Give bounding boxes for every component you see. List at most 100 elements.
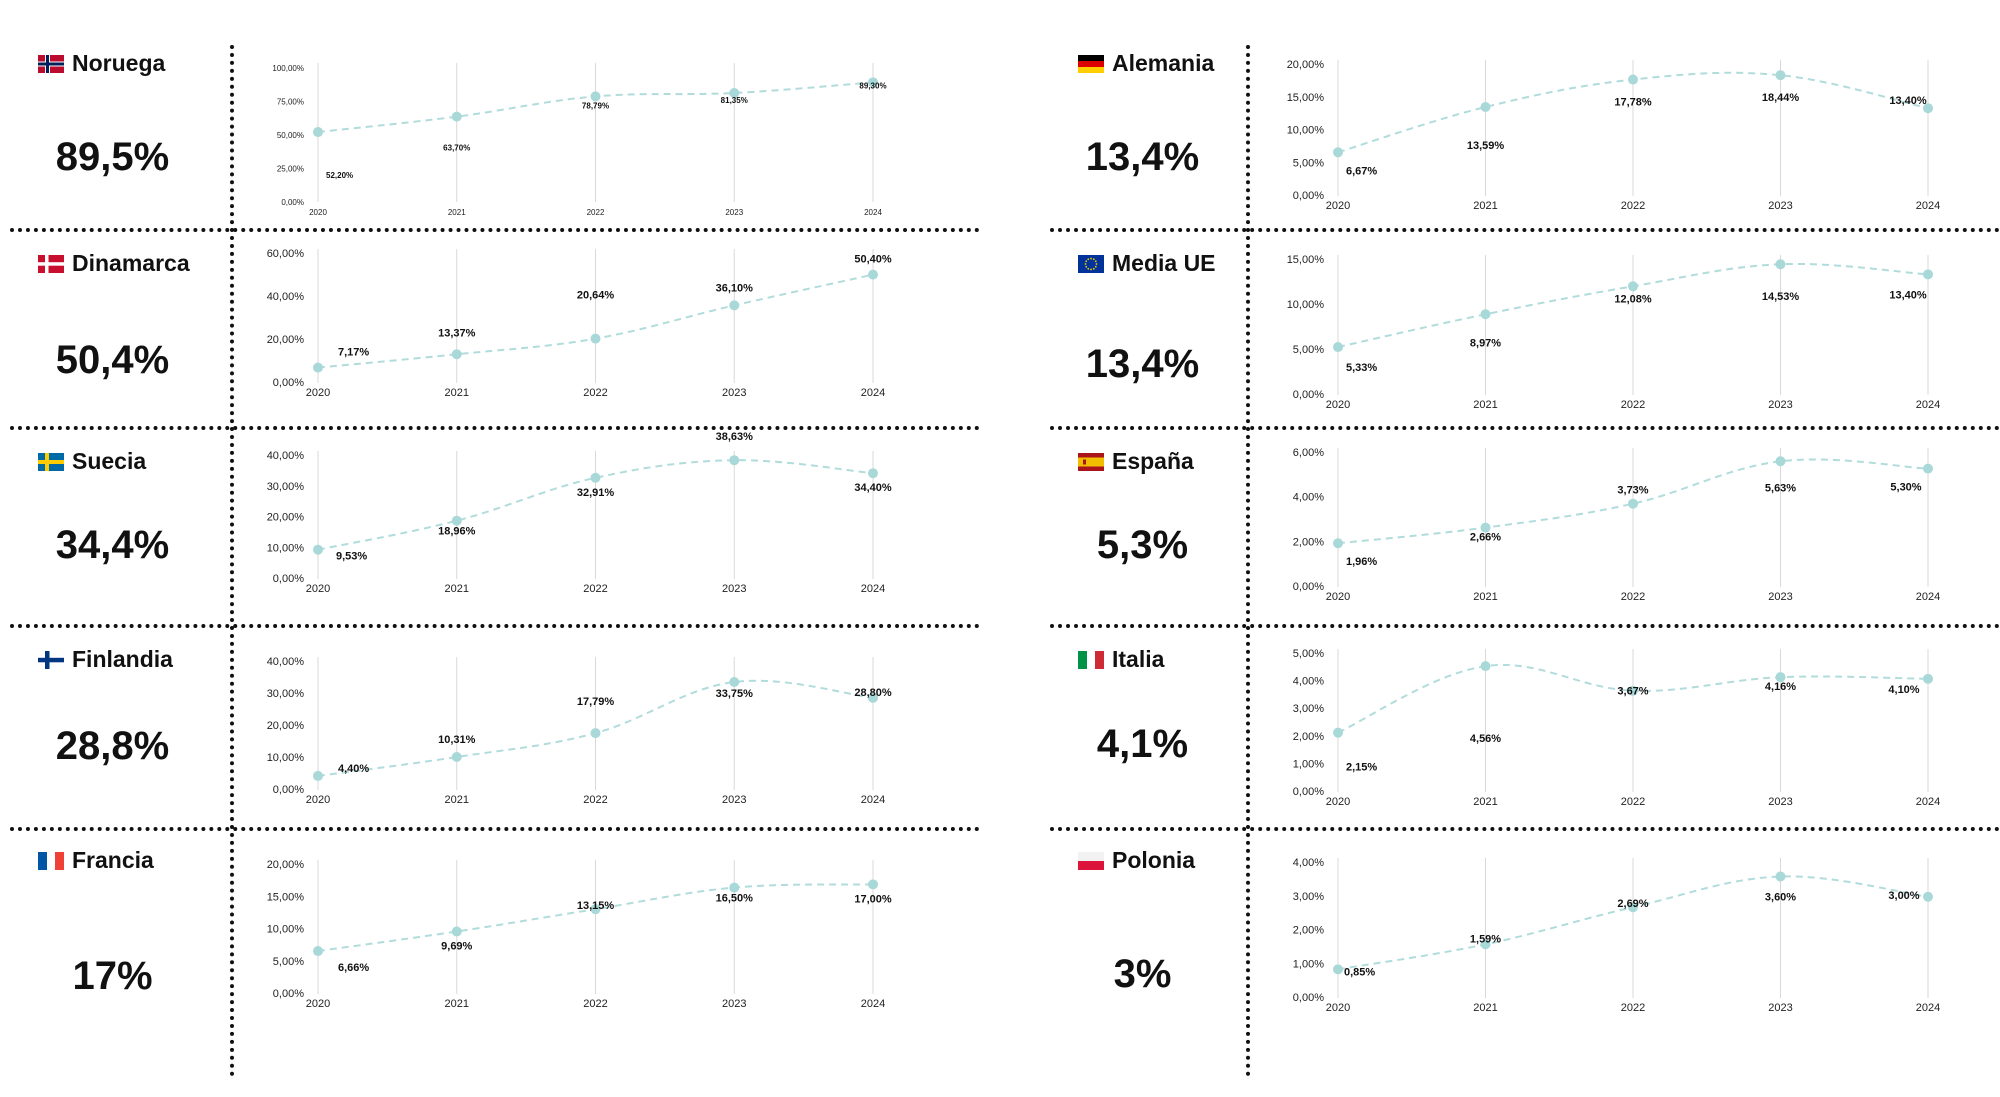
country-share-value: 28,8% — [55, 724, 170, 768]
data-point-2022 — [590, 91, 601, 102]
data-point-2021 — [451, 926, 462, 937]
chart-svg: 0,00% 20,00% 40,00% 60,00% 2020 2021 2022 2023 2… — [267, 248, 892, 399]
country-name-label: España — [1112, 448, 1194, 474]
data-point-2024 — [868, 692, 878, 703]
y-tick-label: 20,00% — [267, 720, 305, 732]
data-point-2022 — [1628, 685, 1638, 696]
data-label-2024: 17,00% — [854, 893, 892, 905]
data-point-2022 — [590, 472, 601, 483]
country-share-value: 3% — [1113, 952, 1172, 996]
y-tick-label: 2,00% — [1293, 925, 1324, 937]
country-row-espana: España 5,3% 0,00% 2,00% 4,00% 6,00% 2020 2021 20… — [1040, 428, 2000, 626]
x-tick-label: 2021 — [445, 583, 469, 595]
spain-flag-icon — [1078, 452, 1104, 471]
x-tick-label: 2023 — [1768, 1002, 1792, 1014]
y-tick-label: 4,00% — [1293, 676, 1324, 688]
country-row-dinamarca: Dinamarca 50,4% 0,00% 20,00% 40,00% 60,00% 202… — [0, 230, 1000, 428]
data-label-2022: 12,08% — [1614, 293, 1652, 305]
x-tick-label: 2020 — [309, 208, 327, 217]
x-tick-label: 2024 — [861, 387, 885, 399]
y-tick-label: 2,00% — [1293, 731, 1324, 743]
y-tick-label: 20,00% — [267, 859, 305, 871]
country-name-label: Polonia — [1112, 847, 1196, 873]
data-point-2022 — [1628, 498, 1638, 509]
data-point-2020 — [313, 946, 323, 957]
country-name: Suecia — [38, 448, 146, 475]
data-label-2023: 81,35% — [721, 96, 748, 105]
data-label-2024: 34,40% — [854, 482, 892, 494]
right-column: Alemania 13,4% 0,00% 5,00% 10,00% 15,00% 20,00… — [1040, 0, 2000, 1097]
x-tick-label: 2023 — [722, 387, 746, 399]
data-point-2024 — [868, 468, 878, 479]
x-tick-label: 2024 — [1916, 1002, 1940, 1014]
country-name: Finlandia — [38, 646, 173, 673]
x-tick-label: 2023 — [1768, 200, 1792, 212]
country-share-value: 89,5% — [55, 135, 170, 179]
data-point-2023 — [1775, 259, 1786, 270]
data-label-2021: 13,37% — [438, 327, 476, 339]
chart-svg: 0,00% 5,00% 10,00% 15,00% 20,00% 2020 2021 2022… — [267, 859, 892, 1010]
data-label-2022: 32,91% — [577, 487, 615, 499]
country-block: Polonia 3% — [1040, 827, 1245, 1097]
country-row-finlandia: Finlandia 28,8% 0,00% 10,00% 20,00% 30,00% 40,… — [0, 626, 1000, 826]
x-tick-label: 2021 — [1473, 591, 1497, 603]
data-point-2024 — [868, 269, 878, 280]
data-label-2020: 0,85% — [1344, 966, 1375, 978]
country-name-label: Alemania — [1112, 50, 1215, 76]
country-block: Noruega 89,5% — [0, 30, 225, 230]
left-column: Noruega 89,5% 0,00% 25,00% 50,00% 75,00% 100,0… — [0, 30, 1000, 1077]
data-label-2024: 4,10% — [1888, 684, 1919, 696]
data-point-2024 — [1923, 269, 1933, 280]
data-point-2023 — [729, 300, 740, 311]
x-tick-label: 2021 — [1473, 796, 1497, 808]
horizontal-divider — [10, 624, 980, 628]
y-tick-label: 0,00% — [1293, 581, 1324, 593]
data-point-2022 — [590, 728, 601, 739]
data-label-2022: 3,67% — [1617, 686, 1648, 698]
y-tick-label: 10,00% — [267, 542, 305, 554]
chart-svg: 0,00% 5,00% 10,00% 15,00% 2020 2021 2022 2023 20… — [1287, 254, 1941, 411]
data-point-2024 — [1923, 103, 1933, 114]
country-share-value: 50,4% — [55, 338, 170, 382]
series-line — [1337, 458, 1929, 545]
x-tick-label: 2022 — [1621, 1002, 1645, 1014]
country-block: España 5,3% — [1040, 428, 1245, 626]
country-name-label: Finlandia — [72, 646, 173, 672]
x-tick-label: 2022 — [583, 794, 607, 806]
data-label-2021: 18,96% — [438, 526, 476, 538]
chart-svg: 0,00% 5,00% 10,00% 15,00% 20,00% 2020 2021 2022… — [1287, 59, 1941, 212]
x-tick-label: 2023 — [1768, 591, 1792, 603]
x-tick-label: 2024 — [1916, 796, 1940, 808]
data-point-2022 — [1628, 902, 1638, 913]
x-tick-label: 2020 — [1326, 796, 1350, 808]
country-name: Francia — [38, 847, 154, 874]
data-label-2021: 13,59% — [1467, 140, 1505, 152]
y-tick-label: 50,00% — [277, 131, 304, 140]
x-tick-label: 2022 — [1621, 591, 1645, 603]
data-label-2020: 6,67% — [1346, 165, 1377, 177]
data-label-2024: 13,40% — [1889, 289, 1927, 301]
x-tick-label: 2023 — [1768, 796, 1792, 808]
data-point-2020 — [1333, 538, 1343, 549]
country-block: Italia 4,1% — [1040, 626, 1245, 826]
data-point-2023 — [729, 677, 740, 687]
x-tick-label: 2021 — [1473, 1002, 1497, 1014]
x-tick-label: 2020 — [306, 998, 330, 1010]
data-label-2024: 89,30% — [859, 81, 886, 90]
y-tick-label: 6,00% — [1293, 447, 1324, 459]
line-chart-polonia: 0,00% 1,00% 2,00% 3,00% 4,00% 2020 2021 2022 202… — [1278, 827, 1968, 1097]
data-label-2022: 17,78% — [1614, 97, 1652, 109]
data-label-2021: 10,31% — [438, 734, 476, 746]
y-tick-label: 20,00% — [267, 512, 305, 524]
x-tick-label: 2024 — [864, 208, 882, 217]
x-tick-label: 2024 — [861, 583, 885, 595]
country-row-italia: Italia 4,1% 0,00% 1,00% 2,00% 3,00% 4,00% 5,00%… — [1040, 626, 2000, 826]
y-tick-label: 30,00% — [267, 481, 305, 493]
x-tick-label: 2022 — [583, 998, 607, 1010]
x-tick-label: 2022 — [1621, 796, 1645, 808]
data-point-2023 — [1775, 70, 1786, 81]
data-point-2022 — [1628, 281, 1638, 292]
data-point-2020 — [313, 770, 323, 781]
line-chart-media-ue: 0,00% 5,00% 10,00% 15,00% 2020 2021 2022 2023 20… — [1278, 230, 1968, 428]
x-tick-label: 2020 — [306, 794, 330, 806]
